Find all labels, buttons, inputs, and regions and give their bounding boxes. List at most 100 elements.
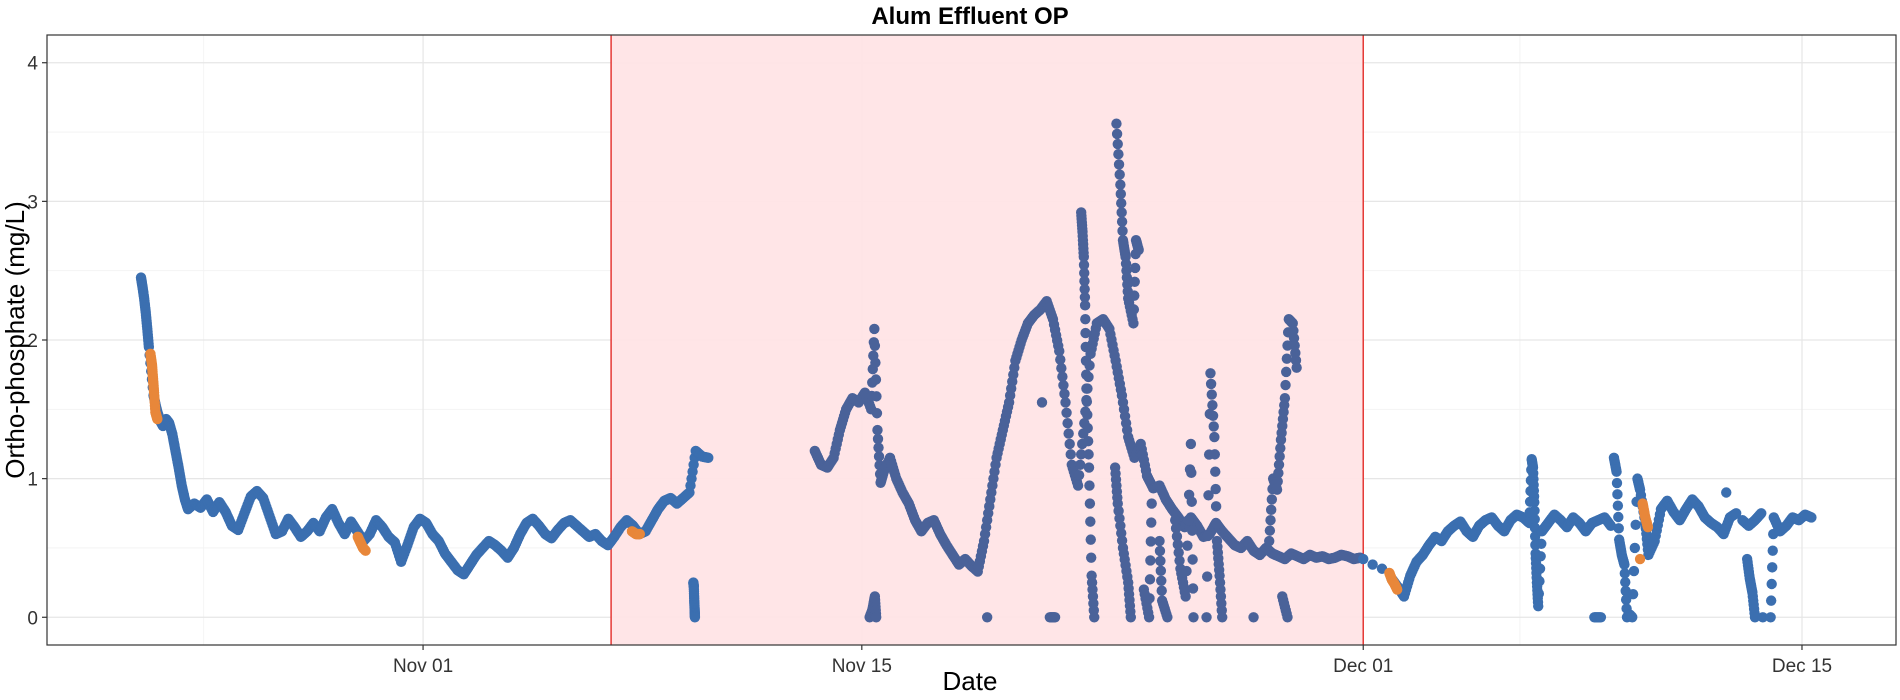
data-point <box>1217 612 1228 623</box>
data-point <box>1128 318 1139 329</box>
x-tick-label: Dec 01 <box>1333 656 1393 677</box>
data-point <box>1595 612 1607 623</box>
data-point <box>1620 594 1632 605</box>
data-point <box>1367 559 1378 570</box>
data-point <box>1271 484 1283 495</box>
data-point <box>1133 244 1144 256</box>
data-point <box>1062 417 1073 429</box>
data-point <box>1183 515 1194 526</box>
data-point <box>869 340 881 351</box>
data-point <box>1201 612 1212 623</box>
data-point <box>1536 538 1547 549</box>
data-point <box>1634 553 1646 565</box>
y-tick-label: 1 <box>27 470 38 491</box>
data-point <box>1620 576 1631 588</box>
data-point <box>1211 518 1222 529</box>
data-point <box>1203 490 1214 501</box>
data-point <box>1114 169 1125 180</box>
data-point <box>1084 480 1095 491</box>
series-shaded-1 <box>809 118 1366 623</box>
data-point <box>1078 251 1089 263</box>
data-point <box>1201 571 1213 582</box>
data-point <box>1085 516 1096 527</box>
data-point <box>1265 515 1276 526</box>
data-point <box>703 452 714 464</box>
data-point <box>1080 327 1091 339</box>
data-point <box>1171 531 1183 542</box>
data-point <box>1064 438 1075 450</box>
data-point <box>1273 459 1285 470</box>
data-point <box>1619 568 1631 579</box>
data-point <box>1730 508 1742 519</box>
data-point <box>1170 523 1182 534</box>
data-point <box>1628 565 1640 577</box>
data-point <box>1282 340 1293 351</box>
data-point <box>1210 483 1221 495</box>
data-point <box>870 612 882 623</box>
y-tick-label: 2 <box>27 331 38 352</box>
data-point <box>1291 362 1302 373</box>
data-point <box>870 357 881 368</box>
data-point <box>1075 449 1087 460</box>
data-point <box>1613 523 1624 534</box>
data-point <box>1089 612 1100 623</box>
data-point <box>1129 276 1140 287</box>
data-point <box>1187 583 1199 594</box>
data-point <box>1080 369 1092 380</box>
data-point <box>1083 462 1095 473</box>
data-point <box>1535 551 1546 562</box>
data-point <box>1116 207 1127 218</box>
y-tick-label: 0 <box>27 608 38 629</box>
data-point <box>1248 612 1259 623</box>
data-point <box>1186 496 1197 507</box>
series-highlighted-3 <box>145 348 1654 595</box>
data-point <box>1186 467 1197 479</box>
series-normal-0 <box>135 272 714 623</box>
data-point <box>1060 397 1071 408</box>
y-tick-label: 3 <box>27 192 38 213</box>
data-point <box>1188 612 1199 623</box>
data-point <box>1273 467 1284 479</box>
data-point <box>1117 225 1128 237</box>
data-point <box>1210 501 1222 512</box>
data-point <box>152 413 163 425</box>
data-point <box>1155 565 1167 577</box>
data-point <box>1182 540 1193 551</box>
data-point <box>1170 515 1181 526</box>
y-axis-ticks: 0 1 2 3 4 <box>27 54 47 629</box>
data-point <box>1156 575 1167 586</box>
data-point <box>1173 547 1184 558</box>
data-point <box>1146 498 1157 509</box>
data-point <box>1145 536 1157 547</box>
y-tick-label: 4 <box>27 54 38 75</box>
data-point <box>1115 188 1126 200</box>
data-point <box>1054 345 1065 357</box>
data-point <box>1081 383 1092 394</box>
data-point <box>1209 449 1221 460</box>
data-point <box>1264 535 1275 547</box>
data-point <box>1281 353 1293 364</box>
data-point <box>1172 539 1184 550</box>
data-point <box>1186 525 1198 536</box>
data-point <box>1085 534 1096 545</box>
data-point <box>1080 355 1092 366</box>
data-point <box>870 374 882 385</box>
data-point <box>872 433 884 445</box>
data-point <box>1079 267 1090 279</box>
data-point <box>1205 368 1216 379</box>
data-point <box>1619 559 1630 570</box>
x-tick-label: Dec 15 <box>1772 656 1832 677</box>
data-point <box>1057 371 1068 382</box>
data-point <box>1073 469 1085 481</box>
data-point <box>1155 555 1166 567</box>
data-points <box>135 118 1817 623</box>
data-point <box>1113 159 1125 170</box>
data-point <box>1065 449 1076 460</box>
data-point <box>1605 520 1617 531</box>
x-tick-label: Nov 15 <box>832 656 892 677</box>
data-point <box>869 323 880 335</box>
x-tick-label: Nov 01 <box>393 656 453 677</box>
chart-title: Alum Effluent OP <box>871 3 1068 30</box>
